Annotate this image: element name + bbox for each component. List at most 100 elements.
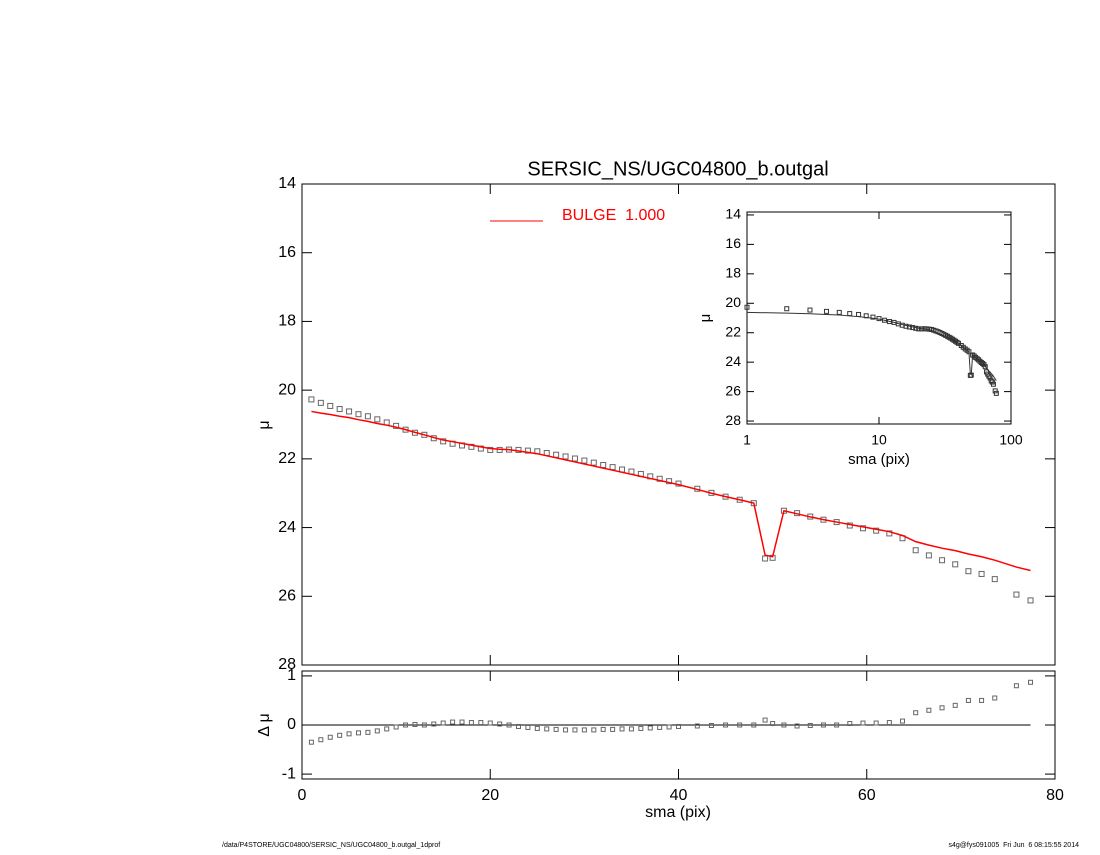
data-point: [572, 727, 578, 733]
data-point: [873, 527, 880, 534]
data-point: [820, 722, 826, 728]
data-point: [308, 739, 314, 745]
data-point: [374, 728, 380, 734]
data-point: [859, 525, 866, 532]
data-point: [571, 455, 578, 462]
data-point: [873, 720, 879, 726]
data-point: [1028, 679, 1034, 685]
data-point: [628, 726, 634, 732]
data-point: [581, 457, 588, 464]
y-tick-label: 1: [287, 667, 296, 684]
data-point: [600, 726, 606, 732]
data-point: [317, 399, 324, 406]
data-point: [694, 723, 700, 729]
data-point: [952, 702, 958, 708]
data-point: [553, 451, 560, 458]
data-point: [515, 723, 521, 729]
chart-title: SERSIC_NS/UGC04800_b.outgal: [527, 158, 828, 180]
data-point: [656, 475, 663, 482]
x-tick-label: 100: [999, 432, 1023, 448]
x-tick-label: 80: [1046, 787, 1064, 804]
data-point: [497, 721, 503, 727]
data-point: [374, 416, 381, 423]
x-tick-label: 60: [858, 787, 876, 804]
data-point: [1027, 597, 1034, 604]
data-point: [666, 478, 673, 485]
data-point: [1013, 591, 1020, 598]
y-tick-label: 0: [287, 716, 296, 733]
data-point: [478, 720, 484, 726]
y-tick-label: 14: [725, 206, 741, 222]
data-point: [563, 727, 569, 733]
y-tick-label: 26: [725, 382, 741, 398]
x-tick-label: 40: [670, 787, 688, 804]
data-point: [384, 726, 390, 732]
data-point: [318, 737, 324, 743]
y-tick-label: 18: [725, 265, 741, 281]
data-point: [770, 721, 776, 727]
data-point: [939, 557, 946, 564]
x-axis-label: sma (pix): [645, 804, 711, 821]
data-point: [609, 464, 616, 471]
data-point: [506, 722, 512, 728]
x-tick-label: 0: [298, 787, 307, 804]
data-point: [346, 408, 353, 415]
data-point: [450, 719, 456, 725]
data-point: [336, 406, 343, 413]
y-tick-label: 28: [278, 656, 296, 673]
data-point: [925, 552, 932, 559]
data-point: [992, 388, 998, 394]
data-point: [860, 720, 866, 726]
data-point: [974, 356, 980, 362]
data-point: [327, 734, 333, 740]
data-point: [337, 732, 343, 738]
data-point: [600, 462, 607, 469]
x-axis-label: sma (pix): [848, 451, 910, 468]
footer-right: s4g@fys091005 Fri Jun 6 08:15:55 2014: [949, 842, 1080, 849]
footer-left: /data/P4STORE/UGC04800/SERSIC_NS/UGC0480…: [222, 842, 440, 849]
data-point: [978, 570, 985, 577]
y-tick-label: 16: [725, 235, 741, 251]
data-point: [440, 438, 447, 445]
data-point: [751, 722, 757, 728]
x-tick-label: 1: [743, 432, 751, 448]
data-point: [870, 314, 876, 320]
y-tick-label: 26: [278, 588, 296, 605]
data-point: [619, 726, 625, 732]
data-point: [781, 722, 787, 728]
y-tick-label: 24: [725, 353, 741, 369]
data-point: [762, 555, 769, 562]
data-point: [990, 381, 996, 387]
x-tick-label: 20: [481, 787, 499, 804]
data-point: [355, 411, 362, 418]
data-point: [723, 722, 729, 728]
data-point: [744, 304, 750, 310]
data-point: [590, 459, 597, 466]
model-line: [311, 410, 1031, 572]
model-line: [746, 311, 997, 381]
data-point: [431, 721, 437, 727]
data-point: [982, 364, 988, 370]
data-point: [393, 724, 399, 730]
y-tick-label: 16: [278, 244, 296, 261]
y-tick-label: -1: [282, 765, 296, 782]
data-point: [553, 726, 559, 732]
data-point: [544, 726, 550, 732]
data-point: [794, 723, 800, 729]
data-point: [976, 357, 982, 363]
data-point: [487, 446, 494, 453]
data-point: [524, 447, 531, 454]
data-point: [737, 722, 743, 728]
y-tick-label: 14: [278, 175, 296, 192]
data-point: [784, 306, 790, 312]
data-point: [638, 725, 644, 731]
data-point: [992, 695, 998, 701]
data-point: [952, 561, 959, 568]
data-point: [525, 724, 531, 730]
data-point: [440, 720, 446, 726]
data-point: [965, 697, 971, 703]
data-point: [991, 576, 998, 583]
data-point: [886, 530, 893, 537]
